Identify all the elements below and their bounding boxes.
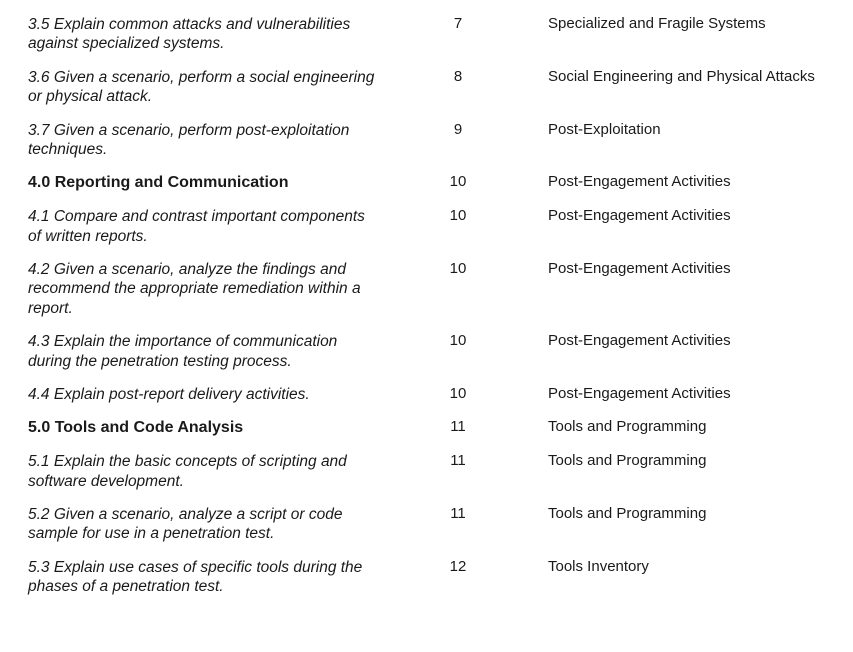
table-row: 5.2 Given a scenario, analyze a script o… <box>28 498 825 551</box>
topic-cell: Post-Exploitation <box>508 114 825 167</box>
topic-cell: Tools and Programming <box>508 411 825 445</box>
objective-cell: 4.0 Reporting and Communication <box>28 166 408 200</box>
objectives-table: 3.5 Explain common attacks and vulnerabi… <box>28 8 825 604</box>
objective-text: 3.6 Given a scenario, perform a social e… <box>28 69 374 105</box>
topic-cell: Post-Engagement Activities <box>508 166 825 200</box>
chapter-cell: 10 <box>408 378 508 411</box>
objective-text: 5.3 Explain use cases of specific tools … <box>28 559 362 595</box>
table-row: 3.7 Given a scenario, perform post-explo… <box>28 114 825 167</box>
topic-cell: Post-Engagement Activities <box>508 325 825 378</box>
objective-text: 5.1 Explain the basic concepts of script… <box>28 453 347 489</box>
objective-cell: 4.3 Explain the importance of communicat… <box>28 325 408 378</box>
chapter-cell: 10 <box>408 166 508 200</box>
objective-cell: 4.2 Given a scenario, analyze the findin… <box>28 253 408 325</box>
table-row: 3.5 Explain common attacks and vulnerabi… <box>28 8 825 61</box>
chapter-cell: 11 <box>408 498 508 551</box>
chapter-cell: 10 <box>408 325 508 378</box>
objective-cell: 5.0 Tools and Code Analysis <box>28 411 408 445</box>
chapter-cell: 12 <box>408 551 508 604</box>
table-row: 5.0 Tools and Code Analysis 11Tools and P… <box>28 411 825 445</box>
chapter-cell: 10 <box>408 253 508 325</box>
topic-cell: Specialized and Fragile Systems <box>508 8 825 61</box>
section-header-text: 5.0 Tools and Code Analysis <box>28 419 243 436</box>
topic-cell: Tools Inventory <box>508 551 825 604</box>
objective-cell: 4.4 Explain post-report delivery activit… <box>28 378 408 411</box>
objective-cell: 3.6 Given a scenario, perform a social e… <box>28 61 408 114</box>
table-row: 4.4 Explain post-report delivery activit… <box>28 378 825 411</box>
topic-cell: Post-Engagement Activities <box>508 200 825 253</box>
topic-cell: Post-Engagement Activities <box>508 378 825 411</box>
table-row: 3.6 Given a scenario, perform a social e… <box>28 61 825 114</box>
objective-text: 4.2 Given a scenario, analyze the findin… <box>28 261 361 317</box>
table-row: 4.0 Reporting and Communication 10Post-En… <box>28 166 825 200</box>
topic-cell: Tools and Programming <box>508 445 825 498</box>
objective-cell: 3.5 Explain common attacks and vulnerabi… <box>28 8 408 61</box>
topic-cell: Social Engineering and Physical Attacks <box>508 61 825 114</box>
chapter-cell: 11 <box>408 445 508 498</box>
table-row: 4.1 Compare and contrast important compo… <box>28 200 825 253</box>
objective-cell: 5.3 Explain use cases of specific tools … <box>28 551 408 604</box>
topic-cell: Tools and Programming <box>508 498 825 551</box>
chapter-cell: 10 <box>408 200 508 253</box>
chapter-cell: 7 <box>408 8 508 61</box>
objective-cell: 5.2 Given a scenario, analyze a script o… <box>28 498 408 551</box>
objective-text: 4.1 Compare and contrast important compo… <box>28 208 365 244</box>
table-row: 4.3 Explain the importance of communicat… <box>28 325 825 378</box>
table-row: 5.1 Explain the basic concepts of script… <box>28 445 825 498</box>
objective-text: 3.5 Explain common attacks and vulnerabi… <box>28 16 350 52</box>
chapter-cell: 8 <box>408 61 508 114</box>
objective-text: 4.3 Explain the importance of communicat… <box>28 333 337 369</box>
table-row: 5.3 Explain use cases of specific tools … <box>28 551 825 604</box>
objective-cell: 3.7 Given a scenario, perform post-explo… <box>28 114 408 167</box>
objective-cell: 4.1 Compare and contrast important compo… <box>28 200 408 253</box>
objective-text: 3.7 Given a scenario, perform post-explo… <box>28 122 349 158</box>
chapter-cell: 9 <box>408 114 508 167</box>
topic-cell: Post-Engagement Activities <box>508 253 825 325</box>
chapter-cell: 11 <box>408 411 508 445</box>
objective-text: 4.4 Explain post-report delivery activit… <box>28 386 310 403</box>
objective-text: 5.2 Given a scenario, analyze a script o… <box>28 506 342 542</box>
objective-cell: 5.1 Explain the basic concepts of script… <box>28 445 408 498</box>
table-row: 4.2 Given a scenario, analyze the findin… <box>28 253 825 325</box>
section-header-text: 4.0 Reporting and Communication <box>28 174 288 191</box>
